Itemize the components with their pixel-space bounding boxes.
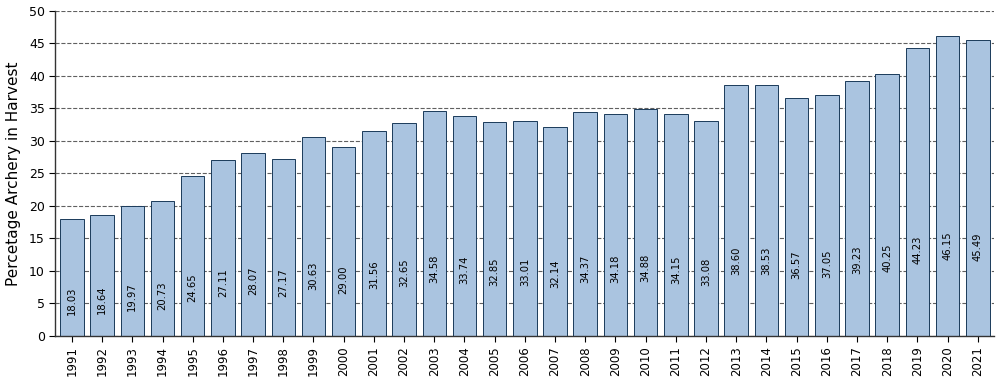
Text: 33.08: 33.08 [701, 257, 711, 286]
Text: 27.17: 27.17 [278, 269, 288, 297]
Text: 18.03: 18.03 [67, 286, 77, 315]
Bar [936, 36, 959, 336]
Bar [543, 127, 567, 336]
Bar [694, 121, 718, 336]
Bar [362, 131, 386, 336]
Text: 31.56: 31.56 [369, 260, 379, 289]
Bar [634, 109, 657, 336]
Text: 29.00: 29.00 [339, 265, 349, 294]
Bar [453, 117, 476, 336]
Text: 34.58: 34.58 [429, 254, 439, 283]
Bar [332, 147, 355, 336]
Bar [785, 98, 808, 336]
Bar [906, 48, 929, 336]
Bar [151, 201, 174, 336]
Bar [211, 160, 235, 336]
Bar [423, 111, 446, 336]
Text: 33.01: 33.01 [520, 257, 530, 286]
Text: 38.60: 38.60 [731, 246, 741, 275]
Text: 44.23: 44.23 [912, 235, 922, 264]
Text: 46.15: 46.15 [943, 231, 953, 260]
Bar [241, 153, 265, 336]
Text: 34.37: 34.37 [580, 255, 590, 283]
Text: 33.74: 33.74 [459, 256, 469, 284]
Bar [724, 85, 748, 336]
Text: 39.23: 39.23 [852, 245, 862, 274]
Text: 32.85: 32.85 [490, 257, 500, 286]
Text: 24.65: 24.65 [188, 274, 198, 302]
Text: 34.88: 34.88 [641, 254, 651, 282]
Bar [121, 206, 144, 336]
Bar [90, 215, 114, 336]
Bar [815, 95, 839, 336]
Bar [573, 112, 597, 336]
Text: 37.05: 37.05 [822, 249, 832, 278]
Bar [755, 85, 778, 336]
Text: 40.25: 40.25 [882, 243, 892, 272]
Text: 34.15: 34.15 [671, 255, 681, 283]
Text: 32.65: 32.65 [399, 258, 409, 286]
Text: 36.57: 36.57 [792, 250, 802, 279]
Bar [604, 113, 627, 336]
Text: 34.18: 34.18 [610, 255, 620, 283]
Y-axis label: Percetage Archery in Harvest: Percetage Archery in Harvest [6, 61, 21, 285]
Text: 32.14: 32.14 [550, 259, 560, 288]
Text: 30.63: 30.63 [308, 262, 318, 290]
Bar [392, 123, 416, 336]
Bar [302, 137, 325, 336]
Text: 18.64: 18.64 [97, 285, 107, 314]
Bar [513, 121, 537, 336]
Bar [181, 176, 204, 336]
Text: 45.49: 45.49 [973, 233, 983, 261]
Text: 28.07: 28.07 [248, 267, 258, 295]
Bar [875, 74, 899, 336]
Text: 19.97: 19.97 [127, 283, 137, 311]
Text: 38.53: 38.53 [761, 247, 771, 275]
Text: 27.11: 27.11 [218, 269, 228, 298]
Bar [60, 219, 84, 336]
Bar [272, 159, 295, 336]
Bar [845, 81, 869, 336]
Text: 20.73: 20.73 [158, 281, 168, 310]
Bar [483, 122, 506, 336]
Bar [966, 40, 990, 336]
Bar [664, 114, 688, 336]
